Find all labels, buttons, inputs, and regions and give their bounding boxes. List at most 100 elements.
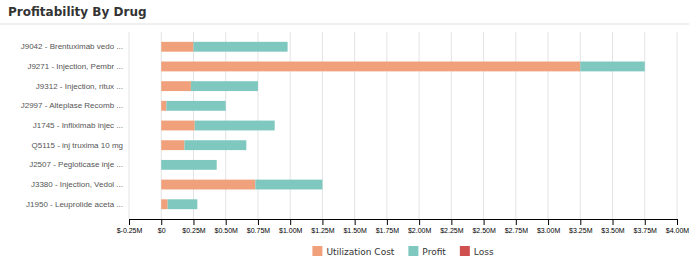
- legend-item: Profit: [408, 246, 446, 257]
- x-tick-label: $2.00M: [408, 227, 432, 234]
- bar: [161, 62, 162, 72]
- x-tick: $3.75M: [634, 219, 658, 234]
- grid-line: [322, 32, 323, 219]
- x-tick: $-0.25M: [117, 219, 143, 234]
- grid-line: [515, 32, 516, 219]
- grid-line: [677, 32, 678, 219]
- x-tick-label: $2.50M: [472, 227, 496, 234]
- x-tick: $0.50M: [215, 219, 239, 234]
- y-tick-label: J1745 - Infliximab injec ...: [33, 121, 123, 130]
- x-tick-mark: [419, 219, 420, 225]
- bar: [195, 121, 275, 131]
- x-tick: $1.00M: [279, 219, 303, 234]
- x-tick: $2.50M: [472, 219, 496, 234]
- x-tick-mark: [484, 219, 485, 225]
- series: [161, 42, 580, 209]
- bar: [255, 180, 322, 190]
- legend-swatch: [460, 246, 470, 256]
- x-tick-label: $1.25M: [311, 227, 335, 234]
- x-tick-label: $0.50M: [215, 227, 239, 234]
- bar: [161, 121, 195, 131]
- bar: [161, 42, 193, 52]
- y-tick: J1745 - Infliximab injec ...: [33, 121, 123, 130]
- y-axis: J9042 - Brentuximab vedo ... J9271 - Inje…: [21, 42, 123, 208]
- y-tick-label: J9271 - Injection, Pembr ...: [27, 62, 123, 71]
- series: [161, 42, 645, 209]
- x-tick-label: $2.75M: [505, 227, 529, 234]
- x-tick-label: $1.50M: [343, 227, 367, 234]
- y-tick: J9042 - Brentuximab vedo ...: [21, 42, 123, 51]
- grid-line: [612, 32, 613, 219]
- bar: [161, 42, 162, 52]
- bar: [161, 180, 162, 190]
- x-tick-mark: [548, 219, 549, 225]
- x-tick-label: $2.25M: [440, 227, 464, 234]
- grid-line: [548, 32, 549, 219]
- bar: [161, 140, 184, 150]
- x-tick-label: $0.75M: [247, 227, 271, 234]
- x-tick-mark: [129, 219, 130, 225]
- x-tick: $3.50M: [601, 219, 625, 234]
- bar: [191, 81, 258, 91]
- legend-swatch: [408, 246, 418, 256]
- legend-label: Loss: [474, 247, 494, 257]
- x-tick: $2.25M: [440, 219, 464, 234]
- bar: [161, 121, 162, 131]
- y-tick: J2997 - Alteplase Recomb ...: [21, 101, 123, 110]
- grid-line: [354, 32, 355, 219]
- y-tick-label: J2997 - Alteplase Recomb ...: [21, 101, 123, 110]
- x-tick-mark: [258, 219, 259, 225]
- x-tick: $1.25M: [311, 219, 335, 234]
- legend-label: Utilization Cost: [326, 247, 394, 257]
- bar: [161, 81, 162, 91]
- y-tick-label: J9042 - Brentuximab vedo ...: [21, 42, 123, 51]
- grid-line: [644, 32, 645, 219]
- x-tick-mark: [645, 219, 646, 225]
- x-tick-mark: [322, 219, 323, 225]
- bar: [161, 101, 162, 111]
- x-tick-label: $1.00M: [279, 227, 303, 234]
- x-tick-label: $3.50M: [601, 227, 625, 234]
- title-rule: [0, 24, 689, 25]
- y-tick: J2507 - Pegloticase inje ...: [29, 160, 123, 169]
- y-tick-label: J1950 - Leuprolide aceta ...: [26, 200, 123, 209]
- legend-item: Utilization Cost: [312, 246, 394, 257]
- grid-line: [419, 32, 420, 219]
- x-tick-label: $1.75M: [376, 227, 400, 234]
- y-tick-label: J3380 - Injection, Vedol ...: [31, 180, 123, 189]
- bar: [161, 140, 162, 150]
- bar: [161, 160, 216, 170]
- x-tick: $1.75M: [376, 219, 400, 234]
- x-tick-mark: [161, 219, 162, 225]
- x-tick: $2.00M: [408, 219, 432, 234]
- bar: [161, 160, 162, 170]
- x-tick-mark: [387, 219, 388, 225]
- bar: [580, 62, 644, 72]
- x-tick-mark: [516, 219, 517, 225]
- bar: [193, 42, 287, 52]
- x-tick: $0: [158, 219, 166, 234]
- x-tick-label: $0: [158, 227, 166, 234]
- y-tick-label: Q5115 - inj truxima 10 mg: [32, 141, 123, 150]
- grid-line: [451, 32, 452, 219]
- bar: [184, 140, 246, 150]
- x-tick-mark: [677, 219, 678, 225]
- x-tick: $3.25M: [569, 219, 593, 234]
- title: Profitability By Drug: [8, 5, 147, 19]
- x-tick: $0.75M: [247, 219, 271, 234]
- grid-line: [483, 32, 484, 219]
- bar: [161, 199, 167, 209]
- bar: [161, 101, 166, 111]
- grid-line: [386, 32, 387, 219]
- x-tick-mark: [451, 219, 452, 225]
- y-tick-label: J2507 - Pegloticase inje ...: [29, 160, 123, 169]
- grid-line: [290, 32, 291, 219]
- x-tick-label: $3.75M: [634, 227, 658, 234]
- plot: $-0.25M $0 $0.25M $0.50M $0.75M $1.00M $1.25M $…: [21, 32, 690, 234]
- x-tick: $2.75M: [505, 219, 529, 234]
- grid: [129, 32, 677, 219]
- x-axis-line: [130, 220, 678, 226]
- x-tick: $0.25M: [182, 219, 206, 234]
- x-tick-label: $0.25M: [182, 227, 206, 234]
- bar: [168, 199, 198, 209]
